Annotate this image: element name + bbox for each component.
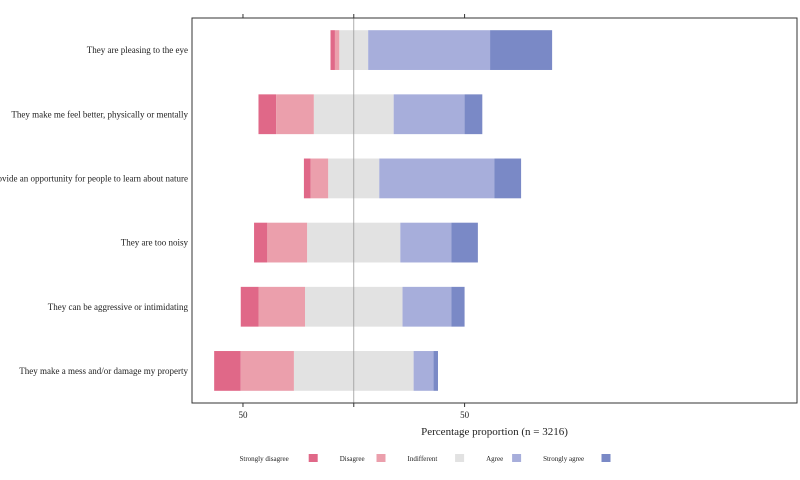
category-label: They are too noisy: [121, 238, 189, 248]
legend-label: Strongly agree: [543, 455, 584, 463]
bar-agree-2: [393, 94, 465, 135]
legend-label: Agree: [486, 455, 503, 463]
bar-strongly-agree-3: [494, 158, 522, 199]
legend-label: Disagree: [340, 455, 365, 463]
bar-agree-5: [402, 286, 452, 327]
bar-strongly-agree-2: [464, 94, 483, 135]
bar-disagree-3: [310, 158, 329, 199]
bar-agree-3: [379, 158, 495, 199]
legend-swatch: [601, 454, 611, 462]
category-label: They are pleasing to the eye: [87, 45, 188, 55]
bar-strongly-disagree-6: [214, 351, 241, 391]
bar-strongly-disagree-5: [240, 286, 259, 327]
bar-disagree-2: [276, 94, 314, 135]
x-axis-title: Percentage proportion (n = 3216): [421, 426, 568, 438]
category-label: They can be aggressive or intimidating: [48, 302, 189, 312]
x-axis-ticks: 50 50: [238, 14, 470, 420]
bar-strongly-agree-6: [433, 351, 438, 391]
category-labels: They are pleasing to the eye They make me…: [0, 45, 188, 376]
legend-swatch: [376, 454, 386, 462]
bar-agree-6: [413, 351, 434, 391]
bar-agree-4: [400, 222, 452, 263]
bar-strongly-disagree-2: [258, 94, 277, 135]
category-label: They provide an opportunity for people t…: [0, 173, 188, 183]
bar-strongly-agree-5: [451, 286, 465, 327]
bar-strongly-disagree-4: [254, 222, 268, 263]
legend-label: Indifferent: [408, 455, 438, 463]
bar-disagree-4: [267, 222, 308, 263]
bar-disagree-6: [240, 351, 294, 391]
category-label: They make a mess and/or damage my proper…: [19, 366, 188, 376]
plot-frame: [191, 17, 798, 404]
category-label: They make me feel better, physically or …: [11, 109, 188, 119]
bar-segments: [214, 30, 553, 391]
tick-label: 50: [460, 410, 470, 420]
legend-swatch: [308, 454, 318, 462]
bar-agree-1: [368, 30, 491, 70]
bar-strongly-agree-1: [490, 30, 553, 70]
bar-disagree-1: [334, 30, 340, 70]
bar-disagree-5: [258, 286, 306, 327]
legend-swatch: [455, 454, 465, 462]
legend-swatch: [512, 454, 522, 462]
tick-label: 50: [238, 410, 248, 420]
bar-strongly-agree-4: [451, 222, 478, 263]
bar-strongly-disagree-1: [330, 30, 335, 70]
bar-strongly-disagree-3: [303, 158, 311, 199]
legend-label: Strongly disagree: [240, 455, 289, 463]
legend: Strongly disagree Disagree Indifferent Agre…: [240, 454, 611, 463]
